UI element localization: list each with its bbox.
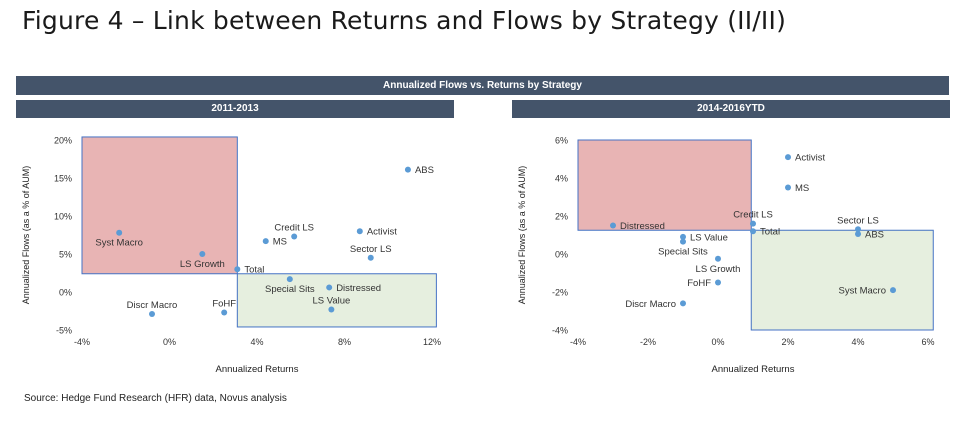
left-panel-title: 2011-2013 <box>16 100 454 118</box>
data-point-ls-value <box>680 233 686 240</box>
x-axis-title: Annualized Returns <box>216 364 299 375</box>
y-tick-label: 4% <box>555 174 568 184</box>
point-label-special-sits: Special Sits <box>265 284 315 295</box>
data-point-distressed <box>326 284 333 291</box>
data-point-discr-macro <box>680 300 686 307</box>
point-label-syst-macro: Syst Macro <box>838 286 886 297</box>
scatter-chart-2014-2016ytd: -4% -2% 0% 2% 4% 6% -4% -2% 0% 2% 4% 6% Annualized R… <box>517 136 935 376</box>
point-label-discr-macro: Discr Macro <box>625 299 676 310</box>
x-tick-label: 8% <box>338 337 351 347</box>
data-point-ms <box>785 184 791 191</box>
point-label-distressed: Distressed <box>620 221 665 232</box>
point-label-activist: Activist <box>367 227 397 238</box>
x-tick-label: 12% <box>423 337 441 347</box>
x-tick-label: -4% <box>74 337 90 347</box>
y-tick-label: 2% <box>555 212 568 222</box>
point-label-fohf: FoHF <box>212 299 236 310</box>
data-point-syst-macro <box>116 229 123 236</box>
point-label-ls-growth: LS Growth <box>696 264 741 275</box>
y-tick-label: -5% <box>56 326 72 336</box>
data-point-ls-growth <box>199 251 206 257</box>
green-zone <box>236 273 437 328</box>
data-point-credit-ls <box>750 220 756 227</box>
data-point-sector-ls <box>367 254 374 261</box>
x-tick-label: -2% <box>640 337 656 347</box>
scatter-chart-2011-2013: -5% 0% 5% 10% 15% 20% -4% 0% 4% 8% 12% Annualized R… <box>21 136 441 376</box>
data-point-abs <box>404 166 411 173</box>
y-axis-title: Annualized Flows (as a % of AUM) <box>21 166 31 305</box>
point-label-total: Total <box>244 265 264 276</box>
point-label-abs: ABS <box>415 165 434 176</box>
data-point-syst-macro <box>890 287 896 294</box>
data-point-discr-macro <box>149 311 155 318</box>
point-label-special-sits: Special Sits <box>658 247 708 258</box>
x-tick-label: -4% <box>570 337 586 347</box>
data-point-special-sits <box>680 238 686 245</box>
chart-header-bar: Annualized Flows vs. Returns by Strategy <box>16 76 949 95</box>
source-note: Source: Hedge Fund Research (HFR) data, … <box>24 393 287 404</box>
point-label-total: Total <box>760 227 780 238</box>
x-tick-label: 0% <box>711 337 724 347</box>
point-label-sector-ls: Sector LS <box>837 215 879 226</box>
data-point-sector-ls <box>855 226 861 233</box>
data-point-ls-value <box>328 306 335 313</box>
green-zone <box>750 229 934 331</box>
data-point-fohf <box>715 279 721 286</box>
y-tick-label: 6% <box>555 136 568 146</box>
data-point-activist <box>356 228 363 235</box>
x-axis-title: Annualized Returns <box>712 364 795 375</box>
point-label-abs: ABS <box>865 230 884 241</box>
data-point-credit-ls <box>291 233 298 240</box>
data-point-fohf <box>221 309 228 316</box>
point-label-ms: MS <box>795 183 809 194</box>
point-label-sector-ls: Sector LS <box>350 244 392 255</box>
y-tick-label: 0% <box>59 288 72 298</box>
y-tick-label: 5% <box>59 250 72 260</box>
y-tick-label: 10% <box>54 212 72 222</box>
x-tick-label: 2% <box>781 337 794 347</box>
data-point-ls-growth <box>715 255 721 262</box>
point-label-ls-value: LS Value <box>690 232 728 243</box>
x-tick-label: 0% <box>163 337 176 347</box>
point-label-credit-ls: Credit LS <box>274 223 314 234</box>
x-tick-label: 4% <box>851 337 864 347</box>
x-tick-label: 6% <box>921 337 934 347</box>
data-point-total <box>234 266 241 273</box>
point-label-credit-ls: Credit LS <box>733 210 773 221</box>
y-tick-label: 20% <box>54 136 72 146</box>
point-label-distressed: Distressed <box>336 283 381 294</box>
y-tick-label: -4% <box>552 326 568 336</box>
x-tick-label: 4% <box>250 337 263 347</box>
y-tick-label: -2% <box>552 288 568 298</box>
figure-title: Figure 4 – Link between Returns and Flow… <box>22 6 787 35</box>
data-point-ms <box>262 238 269 245</box>
red-zone <box>577 139 752 231</box>
data-point-total <box>750 228 756 235</box>
point-label-activist: Activist <box>795 153 825 164</box>
red-zone <box>81 136 238 275</box>
y-tick-label: 0% <box>555 250 568 260</box>
point-label-ls-value: LS Value <box>312 295 350 306</box>
y-tick-label: 15% <box>54 174 72 184</box>
data-point-abs <box>855 231 861 238</box>
data-point-distressed <box>610 222 616 229</box>
data-point-activist <box>785 154 791 161</box>
y-axis-title: Annualized Flows (as a % of AUM) <box>517 166 527 305</box>
point-label-discr-macro: Discr Macro <box>127 300 178 311</box>
right-panel-title: 2014-2016YTD <box>512 100 950 118</box>
data-point-special-sits <box>286 276 293 283</box>
point-label-fohf: FoHF <box>687 278 711 289</box>
point-label-ms: MS <box>273 237 287 248</box>
point-label-syst-macro: Syst Macro <box>95 238 143 249</box>
point-label-ls-growth: LS Growth <box>180 259 225 270</box>
